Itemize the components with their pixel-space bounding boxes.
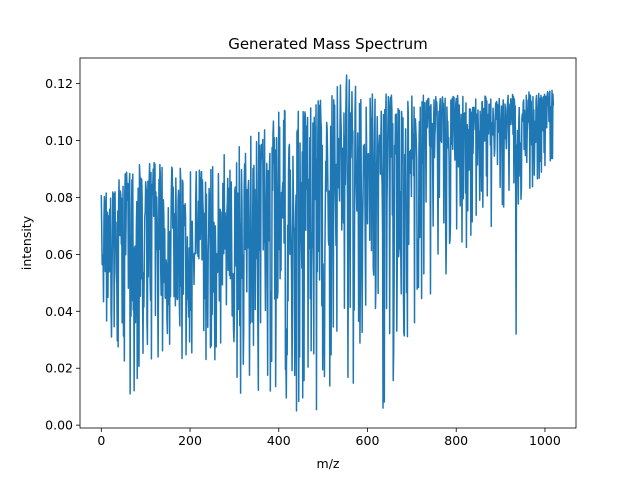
y-tick-label: 0.02: [45, 361, 73, 376]
plot-area: [79, 57, 577, 429]
x-tick-label: 600: [356, 433, 380, 448]
x-tick-label: 200: [178, 433, 202, 448]
x-tick-label: 800: [444, 433, 468, 448]
x-tick-label: 0: [97, 433, 105, 448]
y-tick-label: 0.10: [45, 133, 73, 148]
y-tick-label: 0.04: [45, 304, 73, 319]
y-tick-label: 0.12: [45, 76, 73, 91]
y-tick-label: 0.06: [45, 247, 73, 262]
y-axis: 0.00 0.02 0.04 0.06 0.08 0.10 0.12: [45, 76, 80, 433]
x-tick-label: 1000: [529, 433, 561, 448]
x-tick-label: 400: [267, 433, 291, 448]
x-axis: 0 200 400 600 800 1000: [97, 428, 561, 448]
y-axis-label: intensity: [19, 215, 34, 270]
series-line-intensity: [100, 74, 555, 412]
y-tick-label: 0.00: [45, 418, 73, 433]
plot-border: [79, 57, 577, 429]
x-axis-label: m/z: [317, 456, 340, 471]
y-tick-label: 0.08: [45, 190, 73, 205]
chart-title: Generated Mass Spectrum: [228, 35, 428, 53]
